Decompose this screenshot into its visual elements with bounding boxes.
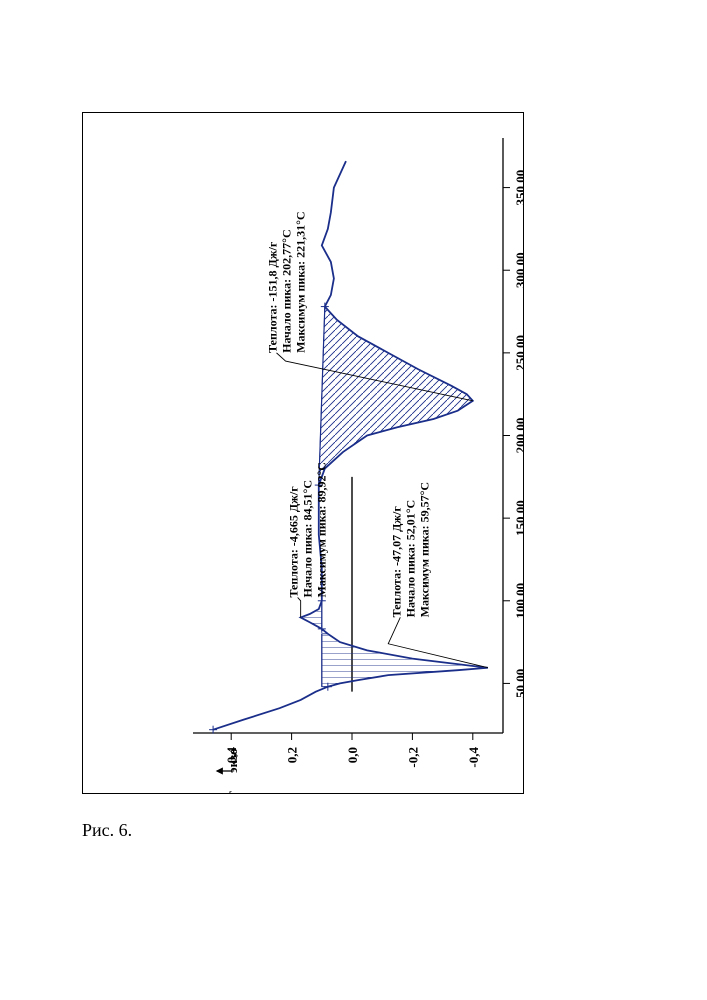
figure-caption: Рис. 6. xyxy=(82,820,132,841)
svg-text:0,2: 0,2 xyxy=(285,747,300,763)
svg-text:200,00: 200,00 xyxy=(513,418,523,454)
svg-text:150,00: 150,00 xyxy=(513,500,523,536)
svg-text:Максимум пика: 59,57°С: Максимум пика: 59,57°С xyxy=(417,482,431,617)
svg-text:Начало пика: 52,01°С: Начало пика: 52,01°С xyxy=(403,500,417,617)
svg-text:Теплота: -4,665 Дж/г: Теплота: -4,665 Дж/г xyxy=(287,486,301,598)
svg-text:ДСК, мВт/мг: ДСК, мВт/мг xyxy=(225,791,240,793)
dsc-chart: 50,00 100,00 150,00 200,00 250,00 300,00 350,0… xyxy=(83,113,523,793)
svg-text:300,00: 300,00 xyxy=(513,252,523,288)
svg-text:-0,2: -0,2 xyxy=(405,747,420,768)
svg-text:Теплота: -151,8 Дж/г: Теплота: -151,8 Дж/г xyxy=(266,241,280,353)
svg-text:250,00: 250,00 xyxy=(513,335,523,371)
svg-text:Начало пика: 202,77°С: Начало пика: 202,77°С xyxy=(280,229,294,352)
svg-text:Максимум пика: 89,92°С: Максимум пика: 89,92°С xyxy=(315,462,329,597)
svg-text:100,00: 100,00 xyxy=(513,583,523,619)
chart-frame: 50,00 100,00 150,00 200,00 250,00 300,00 350,0… xyxy=(82,112,524,794)
svg-text:350,00: 350,00 xyxy=(513,170,523,206)
page: 50,00 100,00 150,00 200,00 250,00 300,00 350,0… xyxy=(0,0,707,1000)
svg-text:Начало пика: 84,51°С: Начало пика: 84,51°С xyxy=(301,480,315,597)
svg-text:-0,4: -0,4 xyxy=(466,747,481,768)
svg-text:экзо: экзо xyxy=(225,748,240,773)
svg-text:Теплота: -47,07 Дж/г: Теплота: -47,07 Дж/г xyxy=(389,506,403,618)
svg-text:0,0: 0,0 xyxy=(345,747,360,763)
svg-text:Максимум пика: 221,31°С: Максимум пика: 221,31°С xyxy=(294,211,308,352)
svg-text:50,00: 50,00 xyxy=(513,669,523,698)
